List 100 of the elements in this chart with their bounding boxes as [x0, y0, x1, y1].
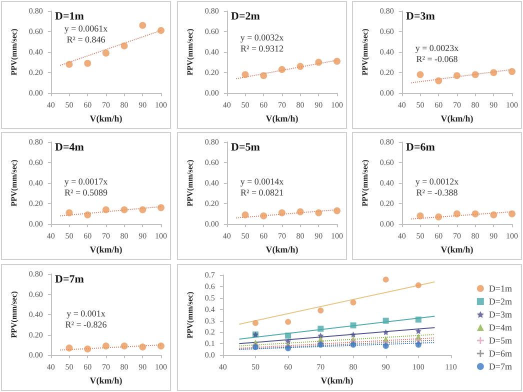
legend-label: D=3m	[488, 310, 512, 320]
x-tick-label: 100	[506, 100, 518, 110]
y-axis-title: PPV(mm/sec)	[360, 159, 370, 206]
x-tick-label: 90	[138, 100, 147, 110]
y-tick-label: 0.80	[204, 138, 219, 146]
chart-title: D=5m	[231, 142, 260, 154]
x-tick-label: 70	[452, 100, 461, 110]
x-tick-label: 40	[222, 100, 231, 110]
y-axis-title: PPV(mm/sec)	[360, 28, 370, 76]
x-tick-label: 90	[314, 100, 323, 110]
x-tick-label: 40	[218, 362, 227, 372]
legend-label: D=7m	[488, 362, 512, 372]
x-tick-label: 60	[260, 100, 268, 110]
x-tick-label: 80	[296, 232, 304, 241]
x-tick-label: 60	[260, 232, 268, 241]
y-tick-label: 0.00	[204, 88, 219, 98]
legend-label: D=1m	[488, 284, 512, 294]
x-tick-label: 50	[251, 362, 260, 372]
x-tick-label: 90	[490, 232, 498, 241]
y-tick-label: 0.80	[380, 6, 394, 16]
y-tick-label: 0.40	[28, 48, 43, 57]
y-tick-label: 0.6	[204, 282, 215, 291]
x-tick-label: 100	[331, 100, 343, 110]
y-tick-label: 0.7	[204, 270, 215, 280]
x-tick-label: 110	[445, 362, 457, 372]
annotation: y = 0.0023x	[415, 42, 460, 53]
y-tick-label: 0.00	[28, 350, 43, 360]
x-tick-label: 70	[102, 362, 110, 372]
x-tick-label: 40	[46, 232, 55, 241]
x-tick-label: 60	[84, 362, 92, 372]
y-tick-label: 0.4	[204, 304, 215, 314]
x-axis-title: V(km/h)	[90, 244, 122, 254]
y-tick-label: 0.40	[28, 178, 43, 188]
annotation: R² = 0.846	[66, 34, 106, 44]
annotation: R² = 0.9312	[240, 43, 284, 54]
y-tick-label: 0.20	[28, 199, 43, 208]
x-tick-label: 50	[65, 232, 74, 241]
annotation: R² = 0.5089	[64, 188, 108, 198]
y-tick-label: 0.40	[204, 48, 219, 57]
x-axis-title: V(km/h)	[266, 114, 298, 124]
x-tick-label: 80	[471, 232, 480, 241]
y-tick-label: 0.20	[204, 199, 219, 208]
x-tick-label: 100	[331, 232, 343, 241]
x-tick-label: 70	[452, 232, 461, 241]
y-tick-label: 0.20	[28, 330, 43, 340]
x-tick-label: 70	[102, 100, 110, 110]
x-axis-title: V(km/h)	[266, 244, 298, 254]
x-tick-label: 90	[138, 232, 147, 241]
y-tick-label: 0.60	[380, 158, 394, 168]
chart-title: D=3m	[406, 10, 435, 22]
x-tick-label: 50	[65, 100, 74, 110]
x-tick-label: 100	[155, 100, 167, 110]
x-tick-label: 80	[120, 232, 128, 241]
x-tick-label: 60	[434, 232, 443, 241]
x-tick-label: 60	[284, 362, 292, 372]
y-tick-label: 0.0	[204, 350, 215, 360]
x-tick-label: 60	[434, 100, 443, 110]
y-tick-label: 0.00	[28, 220, 43, 229]
x-tick-label: 40	[222, 232, 231, 241]
legend-label: D=4m	[488, 322, 512, 332]
x-tick-label: 50	[241, 232, 250, 241]
y-tick-label: 0.40	[28, 310, 43, 320]
x-tick-label: 80	[471, 100, 480, 110]
legend-label: D=6m	[488, 348, 512, 358]
y-tick-label: 0.80	[28, 6, 43, 16]
y-tick-label: 0.00	[380, 220, 394, 229]
x-axis-title: V(km/h)	[440, 114, 474, 124]
x-tick-label: 40	[398, 100, 406, 110]
x-tick-label: 100	[412, 362, 424, 372]
y-tick-label: 0.60	[380, 27, 394, 36]
x-tick-label: 60	[84, 232, 92, 241]
y-tick-label: 0.00	[28, 88, 43, 98]
annotation: y = 0.0061x	[64, 24, 108, 34]
y-tick-label: 0.00	[380, 88, 394, 98]
y-tick-label: 0.60	[204, 158, 219, 168]
y-tick-label: 0.80	[204, 6, 219, 16]
y-tick-label: 0.60	[28, 290, 43, 299]
annotation: R² = -0.388	[416, 188, 458, 198]
y-axis-title: PPV(mm/sec)	[10, 28, 18, 76]
y-tick-label: 0.60	[28, 27, 43, 36]
y-tick-label: 0.20	[380, 199, 394, 208]
y-tick-label: 0.40	[204, 178, 219, 188]
y-axis-title: PPV(mm/sec)	[186, 159, 194, 206]
y-axis-title: PPV(mm/sec)	[10, 290, 18, 338]
x-tick-label: 100	[155, 232, 167, 241]
x-tick-label: 50	[416, 232, 424, 241]
y-axis-title: PPV(mm/sec)	[186, 28, 194, 76]
x-tick-label: 50	[65, 362, 74, 372]
y-tick-label: 0.20	[28, 68, 43, 78]
y-tick-label: 0.60	[28, 158, 43, 168]
x-tick-label: 100	[506, 232, 518, 241]
annotation: y = 0.0017x	[64, 176, 108, 186]
chart-title: D=2m	[231, 10, 260, 22]
x-tick-label: 60	[84, 100, 92, 110]
x-tick-label: 40	[46, 100, 55, 110]
x-tick-label: 90	[138, 362, 147, 372]
annotation: R² = 0.0821	[240, 188, 284, 198]
x-axis-title: V(km/h)	[320, 376, 354, 386]
legend-label: D=5m	[488, 336, 512, 346]
y-tick-label: 0.60	[204, 27, 219, 36]
